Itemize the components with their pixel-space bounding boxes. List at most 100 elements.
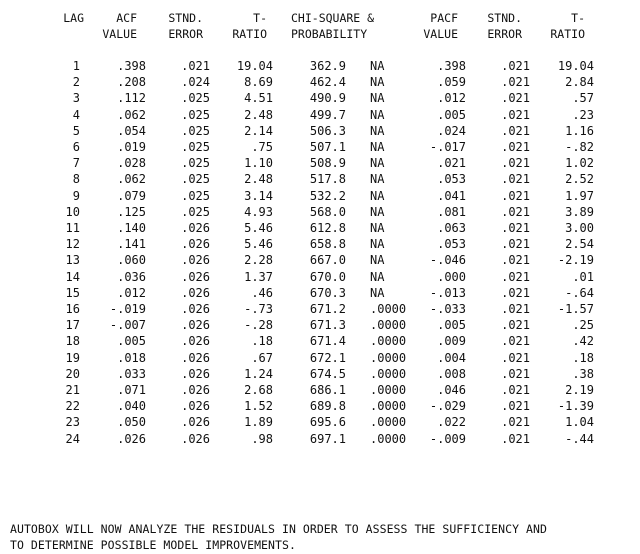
cell-acf-value: .036 (117, 269, 146, 284)
cell-chi-square: 670.0 (309, 269, 346, 284)
cell-lag: 22 (65, 399, 80, 414)
cell-acf-value: .060 (117, 253, 146, 268)
header-stnd-error-2-line1: STND. (487, 11, 522, 25)
cell-acf-t-ratio: 2.48 (244, 107, 273, 122)
cell-pacf-value: .000 (437, 269, 466, 284)
cell-chi-square: 568.0 (309, 204, 346, 219)
cell-pacf-t-ratio: 1.02 (565, 156, 594, 171)
cell-pacf-stnd-error: .021 (501, 285, 530, 300)
cell-acf-value: .028 (117, 156, 146, 171)
cell-acf-value: .140 (117, 221, 146, 235)
cell-pacf-value: .012 (437, 91, 466, 106)
cell-acf-value: .071 (117, 383, 146, 397)
cell-acf-value: .050 (117, 415, 146, 430)
cell-chi-square: 507.1 (309, 140, 346, 154)
cell-acf-t-ratio: 8.69 (244, 75, 273, 90)
cell-acf-stnd-error: .026 (181, 350, 210, 365)
cell-pacf-stnd-error: .021 (501, 269, 530, 284)
cell-chi-square: 672.1 (309, 350, 346, 365)
cell-pacf-stnd-error: .021 (501, 107, 530, 122)
cell-chi-square: 462.4 (309, 75, 346, 90)
cell-probability: NA (370, 253, 385, 268)
cell-chi-square: 508.9 (309, 156, 346, 171)
cell-acf-stnd-error: .025 (181, 172, 210, 187)
cell-lag: 24 (65, 431, 80, 446)
cell-lag: 6 (72, 140, 80, 154)
cell-acf-stnd-error: .025 (181, 188, 210, 203)
cell-pacf-value: -.033 (429, 302, 466, 316)
cell-acf-t-ratio: 5.46 (244, 221, 273, 235)
cell-pacf-stnd-error: .021 (501, 188, 530, 203)
header-t-ratio-2-line2: RATIO (550, 27, 585, 41)
cell-chi-square: 670.3 (309, 285, 346, 300)
cell-acf-stnd-error: .026 (181, 366, 210, 381)
cell-pacf-value: -.009 (429, 431, 466, 446)
cell-acf-t-ratio: .98 (251, 431, 273, 446)
cell-probability: NA (370, 140, 385, 154)
header-pacf-value-line2: VALUE (423, 27, 458, 41)
cell-pacf-t-ratio: 3.89 (565, 204, 594, 219)
cell-pacf-t-ratio: .38 (572, 366, 594, 381)
header-stnd-error-2-line2: ERROR (487, 27, 522, 41)
cell-pacf-t-ratio: 1.97 (565, 188, 594, 203)
header-t-ratio-line2: RATIO (232, 27, 267, 41)
cell-acf-stnd-error: .025 (181, 107, 210, 122)
cell-acf-t-ratio: 5.46 (244, 237, 273, 252)
header-acf-value-line1: ACF (116, 11, 137, 25)
cell-acf-stnd-error: .026 (181, 285, 210, 300)
cell-pacf-t-ratio: .01 (572, 269, 594, 284)
cell-pacf-value: .005 (437, 318, 466, 333)
cell-probability: .0000 (370, 383, 407, 397)
cell-acf-t-ratio: 1.89 (244, 415, 273, 430)
cell-chi-square: 689.8 (309, 399, 346, 414)
cell-acf-stnd-error: .026 (181, 431, 210, 446)
cell-pacf-t-ratio: 19.04 (557, 59, 594, 73)
cell-pacf-stnd-error: .021 (501, 302, 530, 316)
cell-pacf-stnd-error: .021 (501, 399, 530, 414)
cell-acf-stnd-error: .026 (181, 399, 210, 414)
cell-pacf-stnd-error: .021 (501, 204, 530, 219)
cell-acf-value: .062 (117, 172, 146, 187)
cell-probability: NA (370, 59, 385, 73)
cell-pacf-stnd-error: .021 (501, 383, 530, 397)
cell-chi-square: 532.2 (309, 188, 346, 203)
cell-pacf-t-ratio: 1.16 (565, 123, 594, 138)
cell-acf-value: .005 (117, 334, 146, 349)
cell-acf-stnd-error: .026 (181, 253, 210, 268)
cell-acf-t-ratio: 4.93 (244, 204, 273, 219)
cell-pacf-value: .081 (437, 204, 466, 219)
cell-acf-value: .208 (117, 75, 146, 90)
cell-probability: NA (370, 91, 385, 106)
cell-pacf-stnd-error: .021 (501, 172, 530, 187)
cell-acf-value: .026 (117, 431, 146, 446)
cell-acf-t-ratio: 2.14 (244, 123, 273, 138)
cell-pacf-value: .005 (437, 107, 466, 122)
cell-pacf-stnd-error: .021 (501, 59, 530, 73)
cell-lag: 21 (65, 383, 80, 397)
cell-acf-stnd-error: .026 (181, 302, 210, 316)
header-t-ratio-line1: T- (253, 11, 267, 25)
cell-lag: 23 (65, 415, 80, 430)
cell-acf-stnd-error: .025 (181, 91, 210, 106)
cell-lag: 14 (65, 269, 80, 284)
cell-pacf-value: .022 (437, 415, 466, 430)
cell-acf-value: .112 (117, 91, 146, 106)
cell-pacf-t-ratio: 1.04 (565, 415, 594, 430)
cell-acf-stnd-error: .025 (181, 140, 210, 154)
cell-probability: .0000 (370, 415, 407, 430)
cell-pacf-stnd-error: .021 (501, 334, 530, 349)
cell-chi-square: 667.0 (309, 253, 346, 268)
cell-acf-stnd-error: .026 (181, 318, 210, 333)
cell-lag: 17 (65, 318, 80, 333)
cell-pacf-stnd-error: .021 (501, 75, 530, 90)
cell-probability: NA (370, 269, 385, 284)
cell-chi-square: 362.9 (309, 59, 346, 73)
cell-acf-t-ratio: 1.37 (244, 269, 273, 284)
cell-acf-stnd-error: .025 (181, 156, 210, 171)
cell-pacf-stnd-error: .021 (501, 221, 530, 235)
cell-acf-t-ratio: 1.52 (244, 399, 273, 414)
cell-pacf-t-ratio: .42 (572, 334, 594, 349)
cell-acf-stnd-error: .021 (181, 59, 210, 73)
cell-probability: NA (370, 172, 385, 187)
